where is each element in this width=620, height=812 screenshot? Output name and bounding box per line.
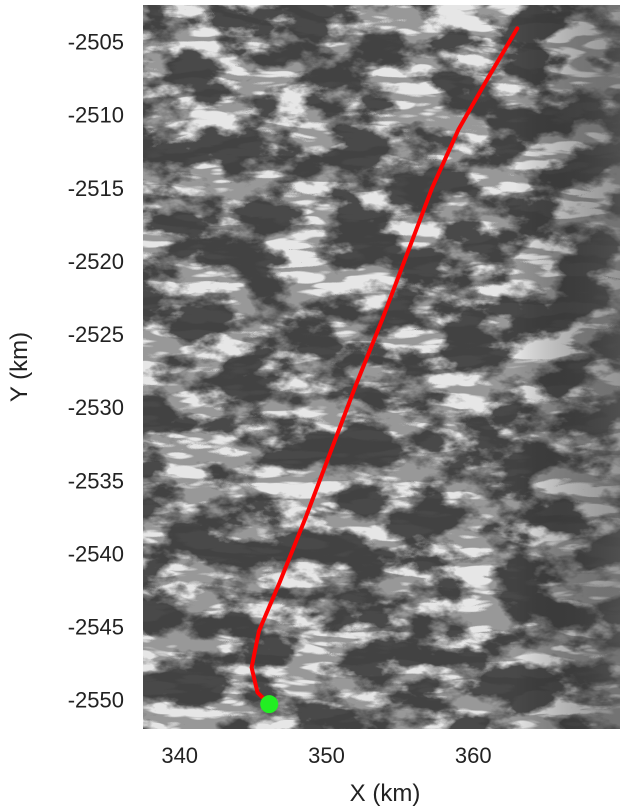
valley-shading [143,5,620,729]
y-tick-label: -2525 [68,322,124,347]
y-tick-label: -2545 [68,615,124,640]
x-tick-label: 350 [308,743,345,768]
y-tick-label: -2550 [68,688,124,713]
y-tick-label: -2530 [68,395,124,420]
y-axis-label: Y (km) [6,332,33,402]
start-point-marker [260,695,279,714]
map-background [143,5,620,729]
x-tick-label: 360 [455,743,492,768]
flow-track-line [249,26,520,707]
x-axis-label: X (km) [350,780,421,807]
y-tick-label: -2510 [68,103,124,128]
y-tick-label: -2535 [68,468,124,493]
y-tick-label: -2520 [68,249,124,274]
x-tick-label: 340 [161,743,198,768]
y-tick-label: -2515 [68,176,124,201]
y-tick-label: -2505 [68,30,124,55]
y-tick-label: -2540 [68,541,124,566]
